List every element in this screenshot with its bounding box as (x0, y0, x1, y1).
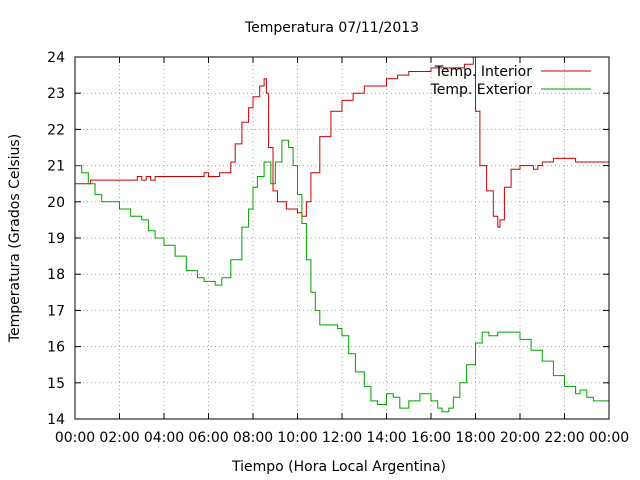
series-line-exterior (75, 139, 609, 413)
legend-label: Temp. Exterior (430, 82, 533, 98)
y-tick-label: 19 (47, 231, 65, 247)
y-tick-label: 15 (47, 376, 65, 392)
chart-title: Temperatura 07/11/2013 (244, 20, 419, 36)
y-tick-label: 17 (47, 303, 65, 319)
legend-label: Temp. Interior (434, 64, 533, 80)
x-tick-label: 00:00 (55, 430, 95, 446)
x-tick-label: 18:00 (455, 430, 495, 446)
y-tick-label: 20 (47, 195, 65, 211)
y-tick-label: 21 (47, 159, 65, 175)
x-tick-label: 10:00 (277, 430, 317, 446)
y-tick-labels: 14 15 16 17 18 19 20 21 22 23 24 (47, 50, 65, 428)
x-tick-label: 08:00 (233, 430, 273, 446)
y-tick-label: 24 (47, 50, 65, 66)
plot-frame (74, 56, 610, 420)
x-tick-label: 00:00 (589, 430, 629, 446)
x-tick-label: 02:00 (99, 430, 139, 446)
y-tick-label: 22 (47, 122, 65, 138)
series-line-interior (75, 56, 609, 228)
x-axis-label: Tiempo (Hora Local Argentina) (231, 459, 446, 475)
series-lines (75, 56, 609, 413)
x-tick-label: 06:00 (188, 430, 228, 446)
x-tick-label: 20:00 (500, 430, 540, 446)
x-tick-label: 12:00 (322, 430, 362, 446)
y-tick-label: 18 (47, 267, 65, 283)
y-tick-label: 14 (47, 412, 65, 428)
y-tick-label: 23 (47, 86, 65, 102)
x-tick-label: 14:00 (366, 430, 406, 446)
x-tick-label: 22:00 (544, 430, 584, 446)
legend: Temp. Interior Temp. Exterior (430, 64, 591, 98)
x-tick-labels: 00:00 02:00 04:00 06:00 08:00 10:00 12:00 14:00… (55, 430, 629, 446)
y-axis-label: Temperatura (Grados Celsius) (7, 134, 23, 343)
y-tick-label: 16 (47, 340, 65, 356)
x-tick-label: 04:00 (144, 430, 184, 446)
x-tick-label: 16:00 (411, 430, 451, 446)
